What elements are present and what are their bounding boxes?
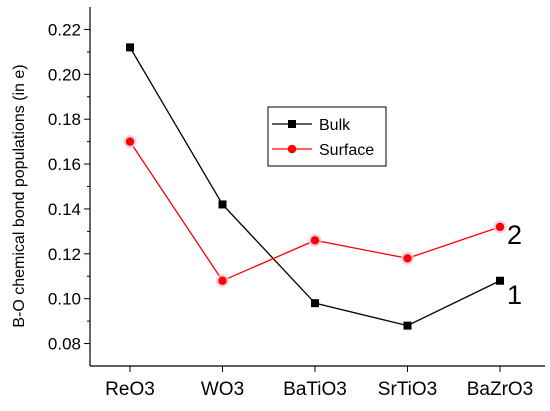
x-tick-label: SrTiO3	[378, 379, 437, 400]
data-point-bulk	[403, 321, 412, 330]
x-tick-label: BaZrO3	[467, 379, 534, 400]
series-line-bulk	[129, 47, 501, 327]
data-point-surface	[495, 222, 505, 232]
legend-marker-surface	[287, 144, 297, 154]
y-tick-label: 0.10	[48, 290, 81, 309]
y-tick-label: 0.16	[48, 155, 81, 174]
axes	[89, 7, 545, 367]
annotation-bulk-number: 1	[507, 280, 522, 310]
y-tick-label: 0.20	[48, 65, 81, 84]
y-tick-label: 0.12	[48, 245, 81, 264]
data-point-surface	[403, 254, 412, 263]
annotation-surface-number: 2	[507, 220, 522, 250]
series-layer	[123, 43, 507, 330]
y-axis-label: B-O chemical bond populations (in e)	[11, 64, 28, 327]
series-surface	[123, 135, 507, 288]
y-tick-label: 0.18	[48, 110, 81, 129]
data-point-surface	[310, 236, 320, 245]
legend-marker-bulk	[288, 120, 296, 128]
data-point-surface	[218, 276, 227, 285]
x-tick-label: WO3	[201, 379, 244, 400]
y-tick-label: 0.14	[48, 200, 81, 219]
y-tick-label: 0.22	[48, 20, 81, 39]
y-tick-label: 0.08	[48, 335, 81, 354]
legend: Bulk Surface	[267, 106, 387, 167]
data-point-bulk	[218, 200, 227, 209]
data-point-bulk	[126, 43, 134, 52]
legend-box	[267, 106, 387, 167]
series-bulk	[126, 43, 504, 330]
legend-label-bulk: Bulk	[319, 117, 351, 134]
data-point-bulk	[496, 276, 504, 285]
data-point-surface	[125, 137, 135, 146]
x-tick-label: ReO3	[105, 379, 155, 400]
legend-label-surface: Surface	[319, 142, 374, 159]
x-tick-label: BaTiO3	[283, 379, 347, 400]
x-axis-ticks: ReO3 WO3 BaTiO3 SrTiO3 BaZrO3	[105, 366, 533, 400]
y-axis-ticks: 0.08 0.10 0.12 0.14 0.16 0.18 0.20 0.22	[48, 20, 90, 354]
data-point-bulk	[311, 299, 319, 308]
